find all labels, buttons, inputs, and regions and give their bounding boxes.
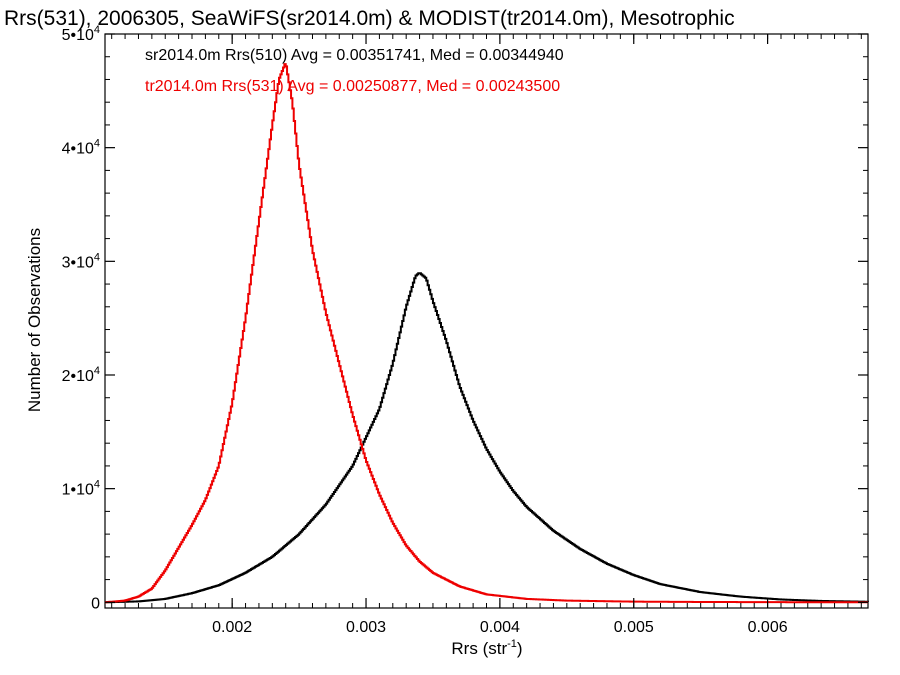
- legend-entry-0: sr2014.0m Rrs(510) Avg = 0.00351741, Med…: [145, 47, 564, 64]
- series-line-0: [105, 272, 869, 604]
- x-tick-label-3: 0.005: [614, 619, 654, 636]
- y-axis-ticks: 0 1•104 2•104 3•104 4•104 5•104: [62, 24, 868, 612]
- legend-entry-1: tr2014.0m Rrs(531) Avg = 0.00250877, Med…: [145, 78, 560, 95]
- legend: sr2014.0m Rrs(510) Avg = 0.00351741, Med…: [145, 47, 564, 95]
- x-tick-label-2: 0.004: [480, 619, 520, 636]
- x-tick-label-1: 0.003: [346, 619, 386, 636]
- y-tick-label-2: 2•104: [62, 365, 100, 385]
- y-tick-label-0: 0: [91, 595, 100, 612]
- x-axis-ticks: 0.002 0.003 0.004 0.005 0.006: [111, 34, 862, 636]
- chart-title: Rrs(531), 2006305, SeaWiFS(sr2014.0m) & …: [4, 7, 735, 30]
- y-tick-label-5: 5•104: [62, 24, 100, 44]
- y-tick-label-3: 3•104: [62, 251, 100, 271]
- y-axis-label: Number of Observations: [25, 228, 44, 412]
- series-layer: [105, 63, 869, 604]
- plot-frame: [104, 33, 869, 609]
- y-tick-label-4: 4•104: [62, 138, 100, 158]
- y-tick-label-1: 1•104: [62, 479, 100, 499]
- x-tick-label-4: 0.006: [748, 619, 788, 636]
- series-line-1: [105, 63, 868, 604]
- x-tick-label-0: 0.002: [212, 619, 252, 636]
- x-axis-label: Rrs (str-1): [451, 638, 522, 658]
